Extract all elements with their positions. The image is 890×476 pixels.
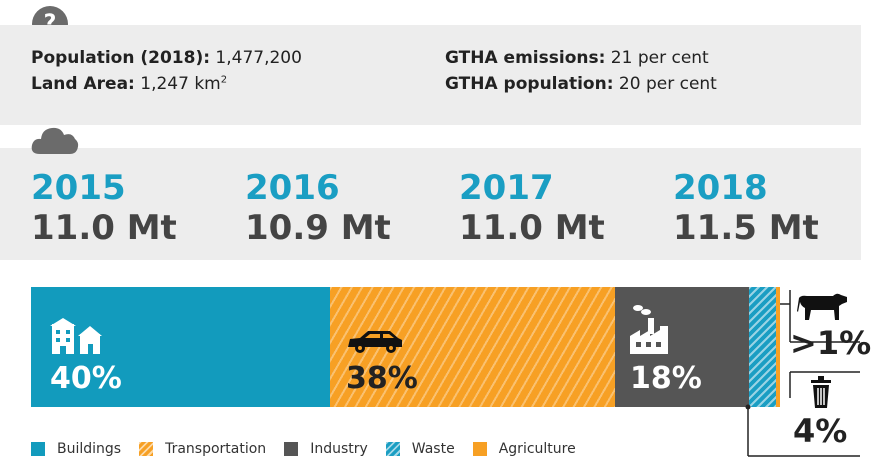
year-2017: 2017 — [459, 168, 554, 208]
agriculture-percent: >1% — [790, 324, 872, 362]
buildings-percent: 40% — [50, 361, 122, 396]
land-area-value: 1,247 km — [134, 74, 221, 94]
legend-label-agriculture: Agriculture — [498, 441, 576, 457]
transportation-percent: 38% — [346, 361, 418, 396]
land-area-unit-sup: 2 — [220, 74, 228, 86]
emissions-2015: 11.0 Mt — [31, 208, 177, 248]
callout-connectors — [745, 290, 860, 457]
legend: Buildings Transportation Industry Waste … — [31, 440, 594, 458]
bar-segment-transportation — [330, 287, 615, 407]
legend-swatch-agriculture — [472, 442, 487, 456]
bar-segment-waste — [749, 287, 776, 407]
emissions-panel — [0, 148, 861, 260]
industry-percent: 18% — [630, 361, 702, 396]
land-area-label: Land Area: — [31, 74, 135, 94]
gtha-population-line: GTHA population: 20 per cent — [445, 74, 717, 94]
legend-label-industry: Industry — [310, 441, 368, 457]
legend-swatch-buildings — [31, 442, 45, 456]
car-icon — [348, 331, 402, 353]
buildings-icon — [50, 318, 102, 354]
info-panel — [0, 25, 861, 125]
year-2018: 2018 — [673, 168, 768, 208]
bar-segment-agriculture — [776, 287, 780, 407]
legend-item-buildings: Buildings — [31, 441, 121, 457]
legend-item-transportation: Transportation — [139, 441, 266, 457]
legend-label-waste: Waste — [411, 441, 455, 457]
gtha-emissions-line: GTHA emissions: 21 per cent — [445, 48, 709, 68]
cow-icon — [797, 293, 847, 320]
emissions-2018: 11.5 Mt — [673, 208, 819, 248]
factory-icon — [630, 305, 668, 354]
legend-item-agriculture: Agriculture — [472, 441, 576, 457]
legend-label-transportation: Transportation — [165, 441, 267, 457]
legend-swatch-waste — [385, 442, 400, 456]
population-label: Population (2018): — [31, 48, 211, 68]
land-area-line: Land Area: 1,247 km2 — [31, 74, 227, 94]
cloud-icon — [31, 127, 79, 154]
legend-label-buildings: Buildings — [57, 441, 122, 457]
gtha-emissions-value: 21 per cent — [605, 48, 709, 68]
legend-swatch-transportation — [139, 442, 154, 456]
legend-item-waste: Waste — [385, 441, 455, 457]
year-2016: 2016 — [245, 168, 340, 208]
population-line: Population (2018): 1,477,200 — [31, 48, 302, 68]
trash-icon — [811, 376, 831, 408]
year-2015: 2015 — [31, 168, 126, 208]
legend-swatch-industry — [284, 442, 299, 456]
gtha-population-value: 20 per cent — [613, 74, 717, 94]
emissions-2016: 10.9 Mt — [245, 208, 391, 248]
population-value: 1,477,200 — [210, 48, 302, 68]
emissions-2017: 11.0 Mt — [459, 208, 605, 248]
gtha-emissions-label: GTHA emissions: — [445, 48, 606, 68]
legend-item-industry: Industry — [284, 441, 368, 457]
gtha-population-label: GTHA population: — [445, 74, 614, 94]
waste-percent: 4% — [793, 412, 848, 450]
